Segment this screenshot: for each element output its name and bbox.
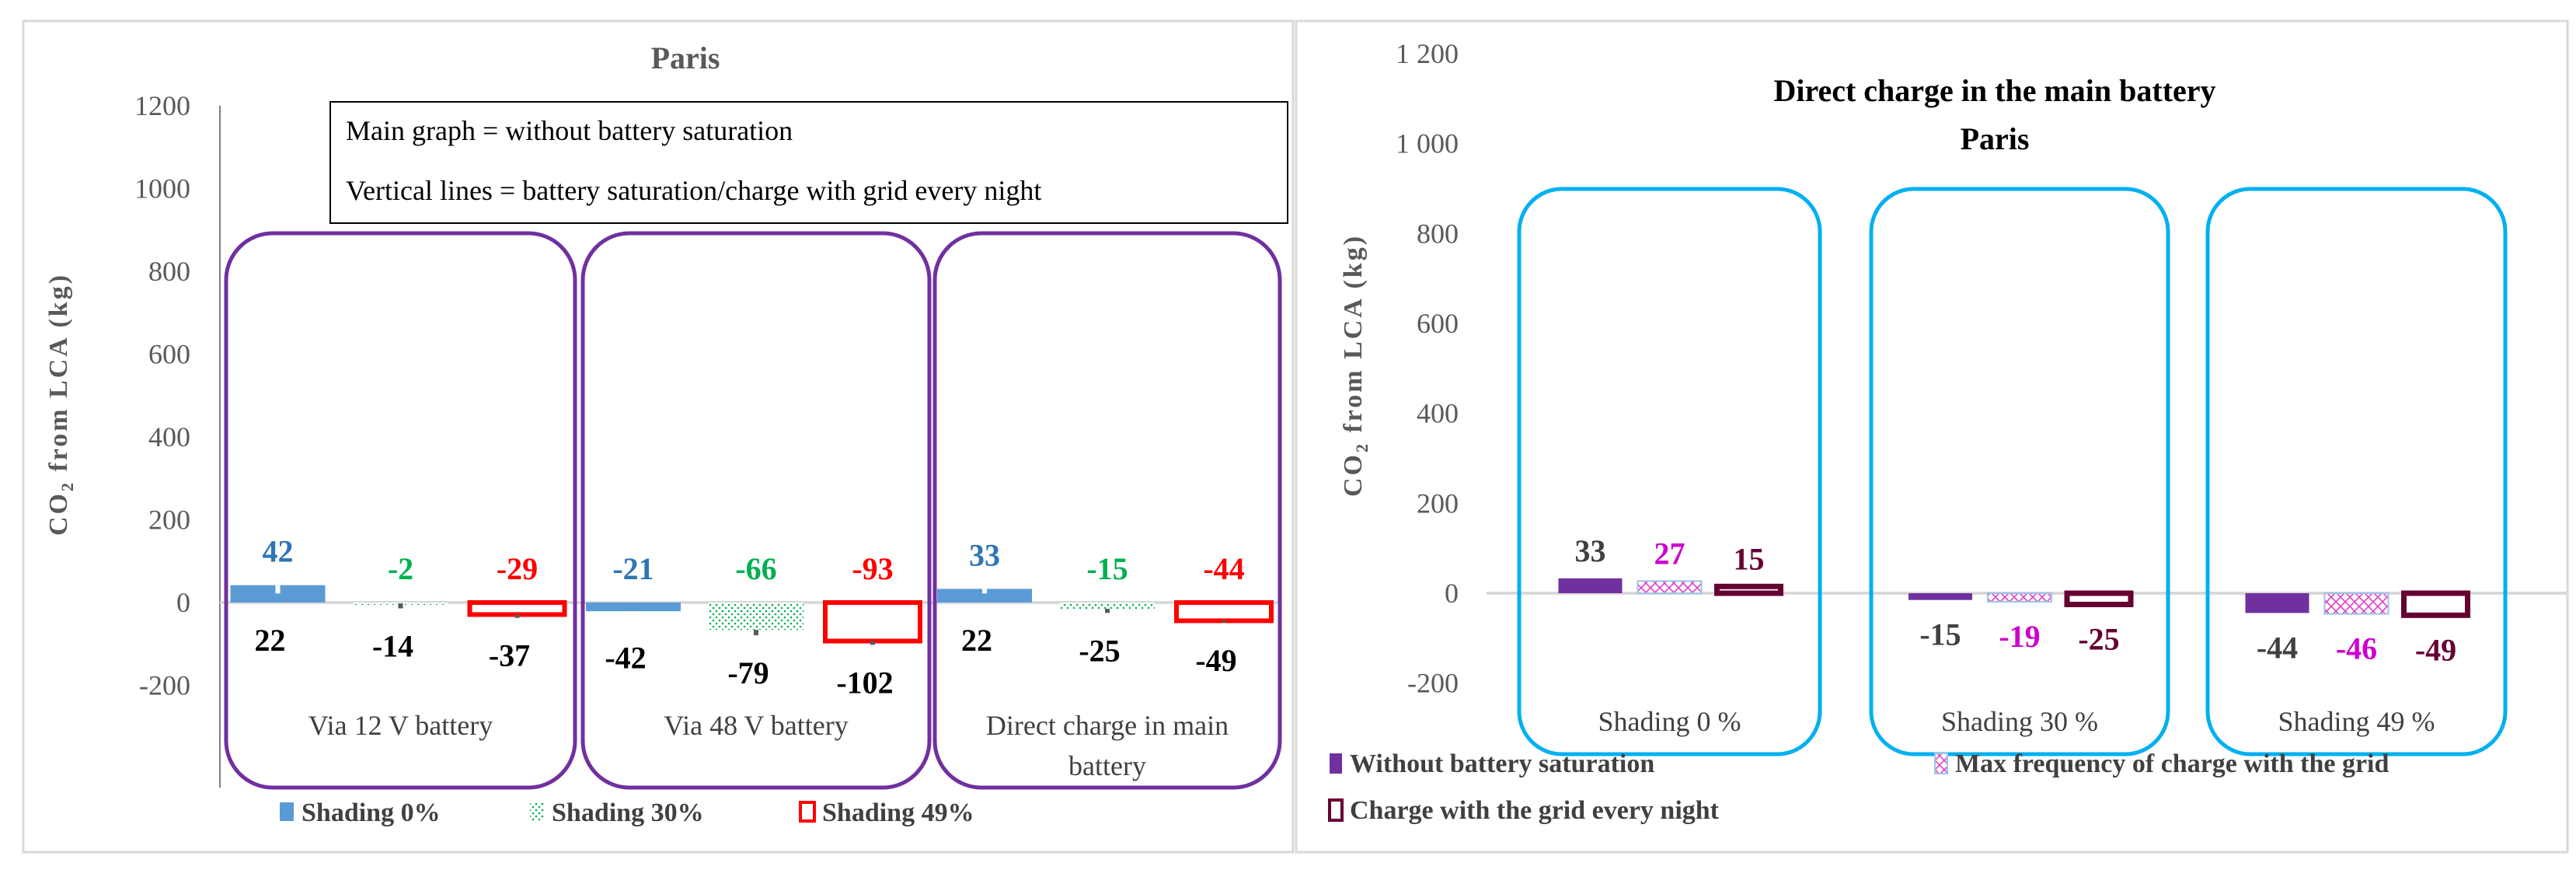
bar-max-frequency-of-charge-with-the-grid — [1987, 592, 2052, 603]
legend-swatch — [1328, 798, 1344, 822]
y-tick-label: 400 — [1417, 398, 1459, 429]
data-label: 42 — [263, 534, 294, 569]
right-panel-frame — [1295, 19, 2569, 854]
data-label: 33 — [969, 537, 1000, 572]
category-label: Direct charge in main — [986, 710, 1229, 741]
group-highlight-box — [1517, 187, 1822, 756]
category-label: Shading 49 % — [2278, 706, 2435, 737]
data-label: 15 — [1734, 541, 1765, 576]
bar-shading-0- — [586, 603, 681, 612]
saturation-data-label: -79 — [727, 655, 769, 690]
category-label: Shading 30 % — [1941, 706, 2098, 737]
data-label: -25 — [2078, 621, 2119, 656]
saturation-data-label: -49 — [1195, 643, 1236, 678]
bar-without-battery-saturation — [1908, 593, 1972, 600]
left-panel-frame — [22, 19, 1295, 854]
bar-shading-49- — [1174, 600, 1274, 624]
y-tick-label: 1 000 — [1396, 128, 1459, 159]
bar-shading-0- — [937, 589, 1032, 603]
bar-max-frequency-of-charge-with-the-grid — [2323, 592, 2390, 615]
data-label: -2 — [388, 551, 413, 586]
y-tick-label: 400 — [148, 421, 190, 452]
y-axis-label: CO2 from LCA (kg) — [1339, 234, 1372, 497]
y-tick-label: -200 — [1407, 668, 1459, 699]
data-label: -21 — [612, 551, 654, 586]
group-highlight-box — [2205, 187, 2508, 756]
right-chart: Direct charge in the main battery Paris … — [1328, 38, 2567, 825]
y-axis-label: CO2 from LCA (kg) — [44, 273, 77, 536]
bar-shading-30- — [1060, 603, 1155, 609]
legend-swatch — [1330, 753, 1342, 774]
chart-title: Paris — [651, 40, 720, 75]
group-highlight-box — [224, 231, 577, 790]
y-tick-label: 0 — [1445, 578, 1459, 609]
data-label: -19 — [1999, 619, 2040, 654]
y-tick-label: 1200 — [134, 90, 190, 121]
legend-label: Charge with the grid every night — [1350, 796, 1720, 825]
legend-swatch — [280, 802, 294, 821]
bar-shading-0- — [230, 585, 326, 603]
data-label: 27 — [1654, 536, 1685, 571]
annotation-line-1: Main graph = without battery saturation — [346, 115, 793, 146]
bar-without-battery-saturation — [2245, 593, 2309, 613]
data-label: -44 — [2257, 630, 2298, 665]
bar-max-frequency-of-charge-with-the-grid — [1637, 580, 1703, 595]
data-label: -93 — [852, 551, 893, 586]
bar-charge-with-the-grid-every-night — [2064, 590, 2134, 607]
data-label: -49 — [2415, 632, 2456, 667]
category-label: Via 48 V battery — [664, 710, 848, 741]
left-chart: Paris Main graph = without battery satur… — [44, 40, 1288, 827]
legend-label: Max frequency of charge with the grid — [1955, 749, 2389, 778]
saturation-data-label: 22 — [255, 623, 286, 658]
bar-charge-with-the-grid-every-night — [1714, 583, 1783, 596]
y-tick-label: 800 — [148, 256, 190, 287]
y-tick-label: 600 — [148, 339, 190, 370]
bar-shading-49- — [467, 600, 567, 617]
saturation-data-label: -25 — [1079, 633, 1120, 668]
category-label: Via 12 V battery — [308, 710, 493, 741]
y-tick-label: 800 — [1417, 218, 1459, 249]
chart-title-line-1: Direct charge in the main battery — [1773, 73, 2215, 108]
y-tick-label: 0 — [176, 587, 190, 618]
saturation-data-label: 22 — [961, 623, 992, 658]
annotation-box — [329, 101, 1288, 224]
bar-without-battery-saturation — [1558, 578, 1623, 593]
legend-label: Shading 0% — [302, 798, 441, 827]
bar-shading-49- — [823, 600, 922, 644]
group-highlight-box — [932, 231, 1282, 790]
data-label: -15 — [1919, 617, 1961, 652]
data-label: -15 — [1086, 551, 1128, 586]
group-highlight-box — [580, 231, 932, 790]
y-tick-label: 200 — [1417, 487, 1459, 519]
legend-label: Without battery saturation — [1350, 749, 1654, 778]
legend-swatch — [799, 801, 816, 823]
data-label: 33 — [1575, 533, 1606, 568]
group-highlight-box — [1869, 187, 2170, 756]
chart-title-line-2: Paris — [1961, 121, 2030, 156]
saturation-data-label: -42 — [605, 640, 646, 675]
y-tick-label: 200 — [148, 505, 190, 536]
category-label: battery — [1068, 750, 1146, 781]
legend-label: Shading 49% — [822, 798, 974, 827]
legend-label: Shading 30% — [552, 798, 704, 827]
data-label: -46 — [2336, 631, 2377, 666]
y-tick-label: 1000 — [134, 173, 190, 204]
legend-swatch — [530, 802, 544, 821]
annotation-line-2: Vertical lines = battery saturation/char… — [346, 175, 1041, 206]
data-label: -44 — [1203, 551, 1244, 586]
data-label: -66 — [735, 551, 776, 586]
category-label: Shading 0 % — [1598, 706, 1741, 737]
y-tick-label: -200 — [139, 670, 190, 701]
saturation-data-label: -102 — [836, 665, 893, 700]
bar-shading-30- — [709, 603, 803, 631]
saturation-data-label: -14 — [372, 628, 413, 663]
data-label: -29 — [497, 551, 538, 586]
y-tick-label: 600 — [1417, 308, 1459, 339]
saturation-data-label: -37 — [489, 638, 530, 673]
y-tick-label: 1 200 — [1396, 38, 1459, 69]
bar-charge-with-the-grid-every-night — [2401, 590, 2470, 618]
legend-swatch — [1934, 753, 1948, 774]
